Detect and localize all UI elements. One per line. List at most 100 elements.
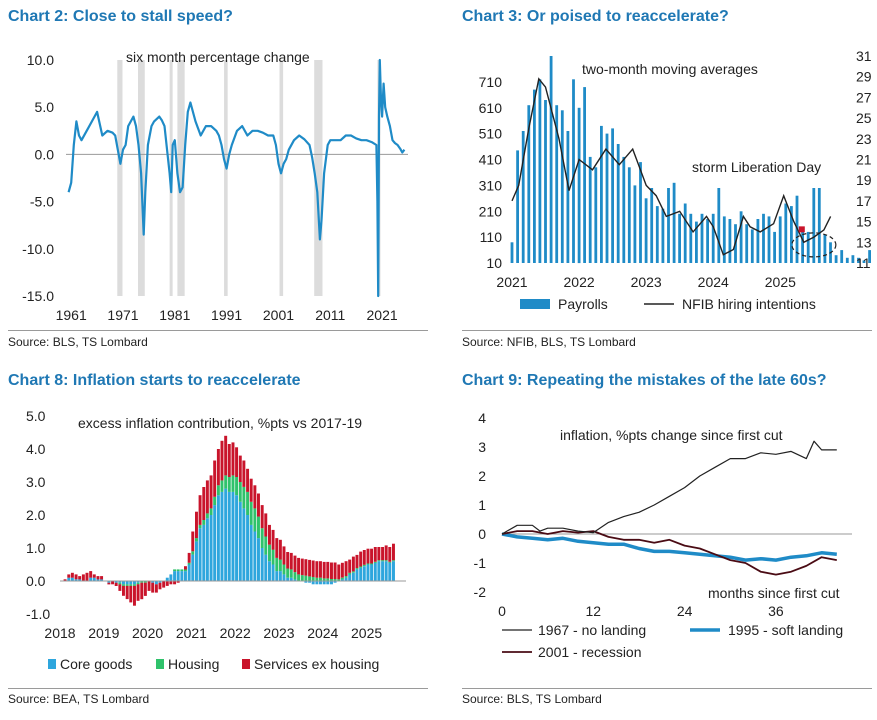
chart-title: Chart 9: Repeating the mistakes of the l… [462,372,827,389]
services-bar [169,581,173,585]
y-left-tick-label: 10 [486,255,502,271]
chart-title: Chart 3: Or poised to reaccelerate? [462,8,729,25]
chart-source: Source: BEA, TS Lombard [8,692,150,706]
payroll-bar [594,167,598,263]
services-bar [74,574,78,580]
payroll-bar [778,216,782,263]
payroll-bar [868,250,871,263]
services-bar [125,585,129,600]
services-bar [173,581,177,585]
payroll-bar [840,250,844,263]
core-goods-bar [388,562,392,581]
housing-bar [337,579,341,581]
y-tick-label: 3.0 [26,474,46,490]
payroll-bar [857,257,860,263]
housing-bar [275,557,279,572]
housing-bar [205,513,209,519]
recession-band [314,60,323,296]
housing-bar [330,579,333,581]
core-goods-bar [96,579,100,581]
core-goods-bar [355,569,359,581]
y-tick-label: 3 [478,439,486,455]
services-bar [388,547,392,562]
housing-bar [278,559,282,572]
divider [462,330,872,331]
services-bar [264,513,268,537]
services-bar [359,551,363,567]
core-goods-bar [392,561,395,581]
core-goods-bar [308,581,312,583]
chart-source: Source: NFIB, BLS, TS Lombard [462,335,636,349]
legend-swatch-bar [520,299,550,309]
services-bar [96,576,100,580]
housing-bar [286,568,290,578]
highlight-ellipse [791,232,837,258]
housing-bar [227,477,231,492]
y-left-tick-label: 210 [479,203,503,219]
legend-swatch [242,659,250,669]
core-goods-bar [381,561,385,581]
core-goods-bar [373,562,377,581]
services-bar [326,561,330,579]
payroll-bar [689,213,693,263]
services-bar [63,579,67,581]
housing-bar [388,561,392,563]
housing-bar [224,475,228,489]
housing-bar [191,551,195,555]
payroll-bar [722,216,726,263]
core-goods-bar [333,581,337,583]
housing-bar [213,496,217,506]
x-tick-label: 2019 [88,625,119,641]
core-goods-bar [165,577,169,581]
housing-bar [351,571,355,573]
payroll-bar [661,208,665,263]
legend-label: 1967 - no landing [538,622,646,638]
y-left-tick-label: 410 [479,152,503,168]
housing-bar [249,501,253,525]
housing-bar [220,480,224,492]
chart-9-plot: 4 3 2 1 0 -1 -2 0 12 24 36 inflation, %pts change s… [474,410,852,660]
services-bar [392,543,395,561]
services-bar [235,447,239,477]
housing-bar [344,576,348,578]
services-bar [344,561,348,577]
payroll-bar [750,229,754,263]
chart-3-plot: 710 610 510 410 310 210 110 10 31 29 27 25 23 21 19 17 1… [479,48,872,312]
payroll-bar [560,110,564,263]
core-goods-bar [213,505,217,581]
chart-annotation: storm Liberation Day [692,159,821,175]
payroll-bar [672,182,676,263]
services-bar [275,538,279,558]
services-bar [308,559,312,577]
core-goods-bar [370,564,374,581]
y-right-tick-label: 15 [856,214,872,230]
core-goods-bar [238,501,242,581]
core-goods-bar [322,581,326,585]
payroll-bar [801,226,804,263]
chart-annotation: inflation, %pts change since first cut [560,427,783,443]
y-tick-label: -1.0 [26,606,50,622]
services-bar [224,435,228,476]
services-bar [362,550,366,565]
y-tick-label: -10.0 [22,241,54,257]
services-bar [293,555,297,573]
housing-bar [242,486,246,509]
housing-bar [373,561,377,563]
core-goods-bar [205,518,209,581]
core-goods-bar [264,554,268,581]
housing-bar [355,568,359,570]
y-right-tick-label: 29 [856,69,872,85]
services-bar [304,559,308,576]
services-bar [278,539,282,560]
chart-annotation: two-month moving averages [582,61,758,77]
core-goods-bar [151,581,155,583]
line-2001 [501,530,837,576]
y-right-tick-label: 19 [856,172,872,188]
services-bar [322,561,326,579]
services-bar [238,455,242,482]
services-bar [85,572,89,582]
services-bar [176,581,180,583]
chart-annotation: six month percentage change [126,49,310,65]
housing-bar [319,577,322,581]
services-bar [340,562,344,578]
